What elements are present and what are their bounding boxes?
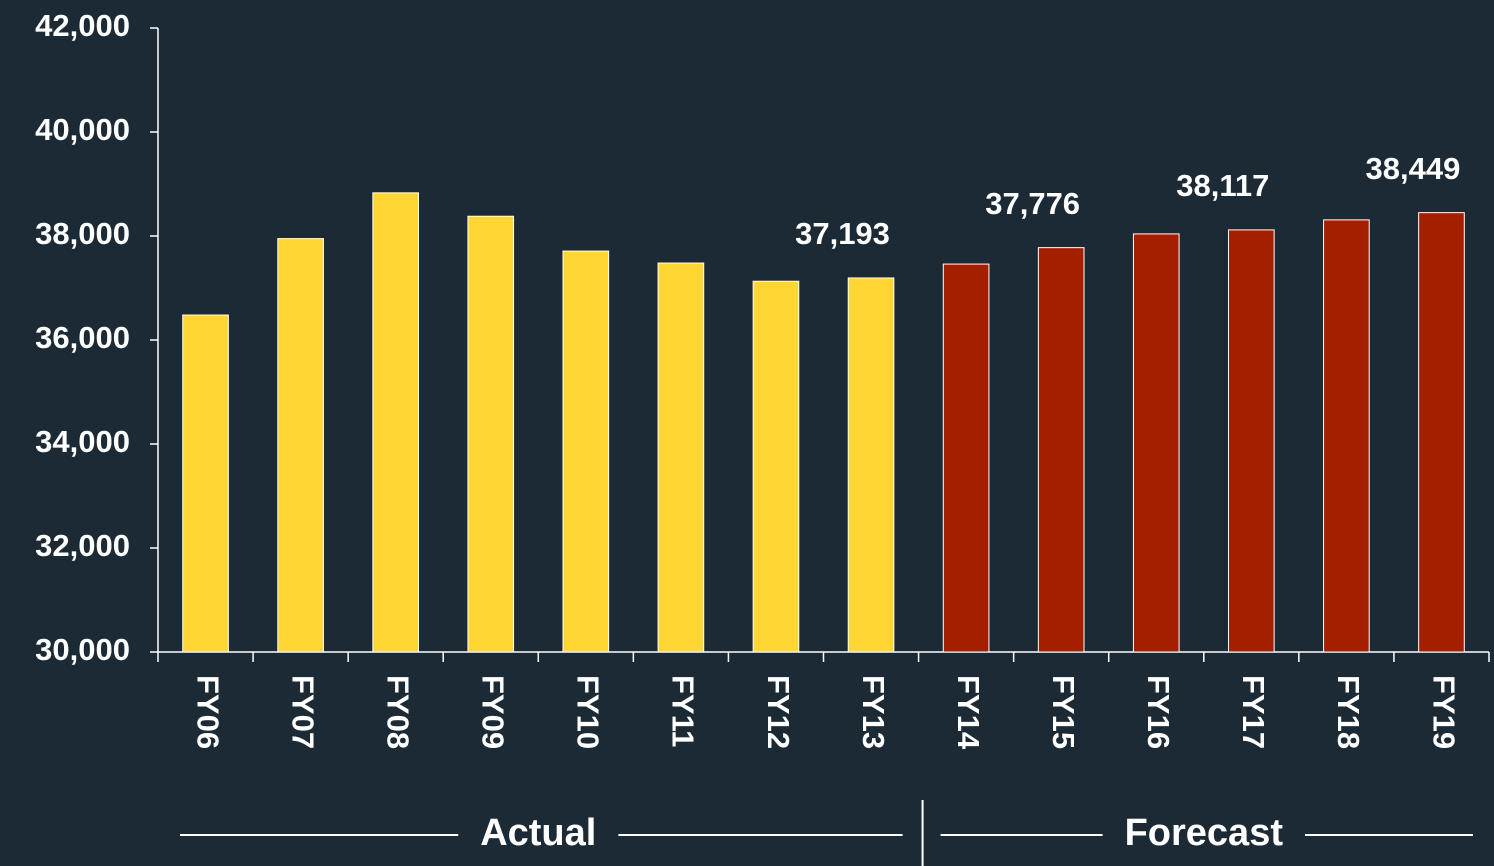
bar [752,280,800,653]
x-tick-label: FY19 [1426,675,1461,749]
value-label: 37,193 [795,216,890,251]
y-tick-label: 30,000 [35,632,130,667]
y-tick-label: 40,000 [35,112,130,147]
bar [1418,212,1465,653]
bar [942,263,990,653]
bar [562,250,610,653]
bar [657,262,705,653]
x-tick-label: FY07 [285,675,320,749]
x-tick-label: FY06 [190,675,225,749]
value-label: 37,776 [985,186,1080,221]
group-label: Actual [480,812,596,854]
bar [182,314,229,653]
bar [277,238,324,653]
value-label: 38,117 [1176,168,1269,203]
x-tick-label: FY18 [1331,675,1366,749]
x-tick-label: FY11 [666,675,701,747]
bar [467,215,515,653]
x-tick-label: FY12 [761,675,796,749]
x-tick-label: FY09 [476,675,511,749]
group-label: Forecast [1125,812,1284,854]
y-tick-label: 42,000 [35,8,130,43]
x-tick-label: FY14 [951,675,986,750]
y-tick-label: 38,000 [35,216,130,251]
bar [1132,233,1180,653]
y-tick-label: 36,000 [35,320,130,355]
value-label: 38,449 [1366,151,1461,186]
x-tick-label: FY15 [1046,675,1081,749]
bar [372,192,419,653]
x-tick-label: FY16 [1141,675,1176,749]
bar [1228,229,1275,653]
x-tick-label: FY17 [1236,675,1271,749]
x-tick-label: FY10 [571,675,606,749]
bar [1323,219,1370,653]
bar [1037,247,1085,653]
y-tick-label: 34,000 [35,424,130,459]
x-tick-label: FY08 [380,675,415,749]
x-tick-label: FY13 [856,675,891,749]
y-tick-label: 32,000 [35,528,130,563]
bar [847,277,895,653]
